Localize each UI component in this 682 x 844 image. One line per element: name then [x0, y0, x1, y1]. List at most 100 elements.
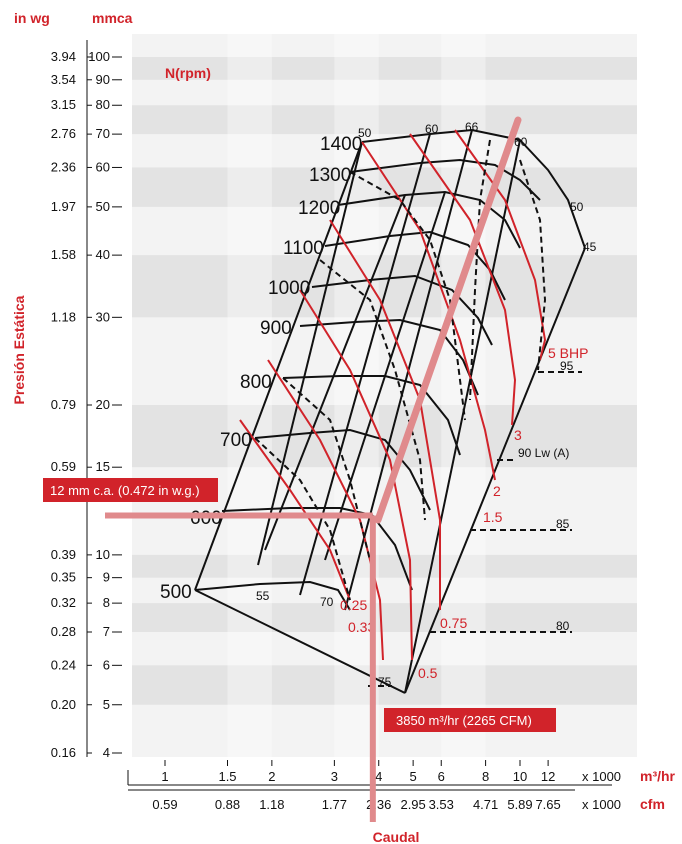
- x-multiplier-cfm: x 1000: [582, 797, 621, 812]
- efficiency-curve: [349, 171, 466, 421]
- grid-band: [132, 255, 637, 318]
- y-tick-label-mmca: 60: [96, 159, 110, 174]
- y-tick-label-mmca: 30: [96, 309, 110, 324]
- efficiency-curve: [254, 437, 351, 601]
- y-unit-mmca: mmca: [92, 10, 133, 26]
- grid-band: [132, 665, 637, 705]
- grid-band: [132, 603, 637, 632]
- rpm-label-1000: 1000: [268, 278, 310, 299]
- y-tick-label-inwg: 0.79: [51, 397, 76, 412]
- grid-column: [227, 34, 272, 757]
- x-tick-label-cfm: 0.88: [215, 797, 240, 812]
- x-tick-label-cfm: 5.89: [507, 797, 532, 812]
- y-tick-label-inwg: 0.32: [51, 595, 76, 610]
- rpm-curve-700: [254, 428, 431, 511]
- rpm-label-700: 700: [220, 430, 252, 451]
- y-tick-label-inwg: 1.18: [51, 309, 76, 324]
- y-tick-label-inwg: 3.94: [51, 49, 76, 64]
- noise-label: 85: [556, 517, 570, 531]
- power-label: 3: [514, 427, 522, 443]
- x-unit-m3hr: m³/hr: [640, 768, 676, 784]
- y-tick-label-mmca: 70: [96, 126, 110, 141]
- x-tick-label-cfm: 3.53: [429, 797, 454, 812]
- noise-label: 90 Lw (A): [518, 446, 569, 460]
- x-tick-label-m3hr: 3: [331, 769, 338, 784]
- x-unit-cfm: cfm: [640, 796, 665, 812]
- y-tick-label-mmca: 80: [96, 97, 110, 112]
- grid-band: [132, 57, 637, 80]
- power-curve: [454, 129, 547, 361]
- x-tick-label-cfm: 2.95: [400, 797, 425, 812]
- rpm-label-500: 500: [160, 582, 192, 603]
- noise-label: 95: [560, 359, 574, 373]
- rpm-label-800: 800: [240, 372, 272, 393]
- efficiency-label: 50: [570, 200, 584, 214]
- x-tick-label-m3hr: 4: [375, 769, 382, 784]
- chart-axes: 3.94 100 3.54 90 3.15 80 2.76 70 2.36 60 1.97 50 1.5…: [11, 10, 676, 844]
- y-unit-inwg: in wg: [14, 10, 50, 26]
- x-axis-label: Caudal: [373, 829, 420, 844]
- y-tick-label-mmca: 7: [103, 624, 110, 639]
- x-tick-label-m3hr: 12: [541, 769, 555, 784]
- y-tick-label-mmca: 40: [96, 247, 110, 262]
- power-curve: [361, 141, 496, 481]
- efficiency-label: 45: [583, 240, 597, 254]
- system-resistance-line: [374, 116, 522, 524]
- plot-area: [132, 34, 637, 757]
- y-axis-label: Presión Estática: [11, 295, 27, 404]
- x-tick-label-cfm: 0.59: [152, 797, 177, 812]
- rpm-label-600: 600: [190, 508, 222, 529]
- power-label: 2: [493, 483, 501, 499]
- y-tick-label-inwg: 3.54: [51, 72, 76, 87]
- power-curve: [299, 289, 413, 661]
- efficiency-label: 66: [465, 120, 479, 134]
- x-tick-label-m3hr: 1.5: [218, 769, 236, 784]
- fan-curves: [194, 116, 586, 694]
- power-label: 1.5: [483, 509, 503, 525]
- y-tick-label-mmca: 15: [96, 459, 110, 474]
- grid-band: [132, 105, 637, 135]
- y-tick-label-inwg: 2.76: [51, 126, 76, 141]
- efficiency-label: 55: [256, 589, 270, 603]
- efficiency-label: 75: [378, 675, 392, 689]
- y-tick-label-mmca: 20: [96, 397, 110, 412]
- x-tick-label-cfm: 1.18: [259, 797, 284, 812]
- operating-point: 12 mm c.a. (0.472 in w.g.) 3850 m³/hr (22…: [43, 478, 556, 822]
- y-tick-label-mmca: 10: [96, 547, 110, 562]
- x-tick-label-m3hr: 8: [482, 769, 489, 784]
- system-line: [324, 191, 446, 561]
- efficiency-label: 70: [320, 595, 334, 609]
- power-label: 5 BHP: [548, 345, 588, 361]
- power-label: 0.33: [348, 619, 375, 635]
- x-tick-label-m3hr: 10: [513, 769, 527, 784]
- grid-band: [132, 167, 637, 207]
- system-line: [404, 139, 521, 694]
- y-tick-label-mmca: 90: [96, 72, 110, 87]
- y-tick-label-mmca: 8: [103, 595, 110, 610]
- system-line: [257, 141, 363, 566]
- rpm-label-900: 900: [260, 318, 292, 339]
- x-tick-label-cfm: 4.71: [473, 797, 498, 812]
- power-curve: [267, 359, 384, 661]
- power-curve: [239, 419, 351, 601]
- y-tick-label-inwg: 2.36: [51, 159, 76, 174]
- y-tick-label-inwg: 0.24: [51, 657, 76, 672]
- y-tick-label-mmca: 4: [103, 745, 110, 760]
- rpm-curve-500: [194, 580, 351, 611]
- efficiency-label: 50: [358, 126, 372, 140]
- y-tick-label-mmca: 5: [103, 697, 110, 712]
- rpm-title: N(rpm): [165, 65, 211, 81]
- y-tick-label-mmca: 6: [103, 657, 110, 672]
- efficiency-label: 60: [425, 122, 439, 136]
- frame-right: [404, 247, 586, 694]
- noise-label: 80: [556, 619, 570, 633]
- chart-background: [132, 34, 637, 757]
- x-tick-label-m3hr: 2: [268, 769, 275, 784]
- power-label: 0.5: [418, 665, 438, 681]
- y-tick-label-inwg: 1.58: [51, 247, 76, 262]
- power-label: 0.75: [440, 615, 467, 631]
- x-tick-label-m3hr: 6: [438, 769, 445, 784]
- efficiency-curve: [519, 159, 547, 371]
- y-tick-label-inwg: 0.39: [51, 547, 76, 562]
